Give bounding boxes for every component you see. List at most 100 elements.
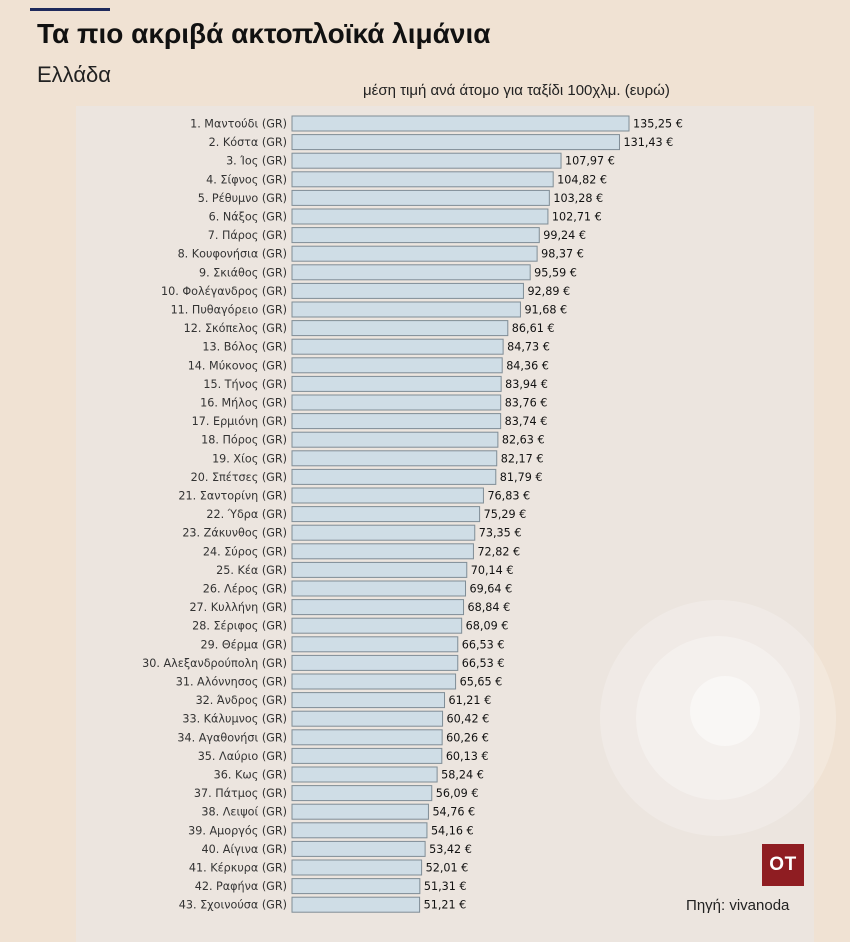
- bar: [291, 692, 446, 709]
- source-note: Πηγή: vivanoda: [686, 897, 790, 914]
- category-label: 16. Μήλος (GR): [200, 397, 287, 410]
- bar: [291, 729, 443, 746]
- value-label: 76,83 €: [487, 490, 530, 503]
- category-label: 24. Σύρος (GR): [203, 545, 287, 558]
- bar: [291, 561, 468, 578]
- bar: [291, 506, 481, 523]
- category-label: 25. Κέα (GR): [216, 564, 287, 577]
- bar: [291, 152, 562, 169]
- value-label: 51,21 €: [424, 899, 467, 912]
- bar: [291, 264, 531, 281]
- value-label: 104,82 €: [557, 173, 607, 186]
- value-label: 60,42 €: [447, 713, 490, 726]
- category-label: 26. Λέρος (GR): [203, 583, 287, 596]
- category-label: 8. Κουφονήσια (GR): [178, 248, 287, 261]
- value-label: 68,09 €: [466, 620, 509, 633]
- value-label: 102,71 €: [552, 211, 602, 224]
- bar: [291, 580, 467, 597]
- value-label: 65,65 €: [460, 676, 503, 689]
- category-label: 7. Πάρος (GR): [208, 229, 287, 242]
- bar: [291, 822, 428, 839]
- value-label: 69,64 €: [470, 583, 513, 596]
- value-label: 84,73 €: [507, 341, 550, 354]
- category-label: 39. Αμοργός (GR): [188, 824, 287, 837]
- bar: [291, 431, 499, 448]
- bar: [291, 617, 463, 634]
- value-label: 83,94 €: [505, 378, 548, 391]
- value-label: 82,63 €: [502, 434, 545, 447]
- measure-label: μέση τιμή ανά άτομο για ταξίδι 100χλμ. (…: [363, 82, 670, 99]
- category-label: 11. Πυθαγόρειο (GR): [171, 304, 287, 317]
- bar: [291, 115, 630, 132]
- bar: [291, 394, 502, 411]
- value-label: 135,25 €: [633, 118, 683, 131]
- bar: [291, 320, 509, 337]
- bar: [291, 803, 429, 820]
- bar: [291, 673, 457, 690]
- category-label: 30. Αλεξανδρούπολη (GR): [142, 657, 287, 670]
- bar: [291, 171, 554, 188]
- bar: [291, 227, 540, 244]
- category-label: 18. Πόρος (GR): [201, 434, 287, 447]
- value-label: 61,21 €: [449, 694, 492, 707]
- bar: [291, 301, 521, 318]
- value-label: 58,24 €: [441, 769, 484, 782]
- category-label: 38. Λειψοί (GR): [201, 806, 287, 819]
- category-label: 31. Αλόννησος (GR): [176, 676, 287, 689]
- ot-logo: OT: [762, 844, 804, 886]
- value-label: 72,82 €: [477, 545, 520, 558]
- value-label: 86,61 €: [512, 322, 555, 335]
- value-label: 84,36 €: [506, 359, 549, 372]
- value-label: 81,79 €: [500, 471, 543, 484]
- value-label: 73,35 €: [479, 527, 522, 540]
- page-subtitle: Ελλάδα: [37, 62, 112, 87]
- value-label: 68,84 €: [468, 601, 511, 614]
- value-label: 107,97 €: [565, 155, 615, 168]
- category-label: 43. Σχοινούσα (GR): [179, 899, 287, 912]
- value-label: 83,74 €: [505, 415, 548, 428]
- value-label: 75,29 €: [484, 508, 527, 521]
- value-label: 54,76 €: [432, 806, 475, 819]
- page-title: Τα πιο ακριβά ακτοπλοϊκά λιμάνια: [37, 18, 491, 49]
- bar: [291, 840, 426, 857]
- bar: [291, 710, 444, 727]
- value-label: 66,53 €: [462, 638, 505, 651]
- category-label: 13. Βόλος (GR): [202, 341, 287, 354]
- bar: [291, 654, 459, 671]
- value-label: 131,43 €: [623, 136, 673, 149]
- value-label: 60,26 €: [446, 731, 489, 744]
- value-label: 51,31 €: [424, 880, 467, 893]
- category-label: 12. Σκόπελος (GR): [184, 322, 287, 335]
- bar: [291, 375, 502, 392]
- value-label: 92,89 €: [527, 285, 570, 298]
- value-label: 91,68 €: [524, 304, 567, 317]
- value-label: 66,53 €: [462, 657, 505, 670]
- value-label: 98,37 €: [541, 248, 584, 261]
- category-label: 32. Άνδρος (GR): [196, 694, 287, 707]
- value-label: 99,24 €: [543, 229, 586, 242]
- value-label: 53,42 €: [429, 843, 472, 856]
- bar: [291, 208, 549, 225]
- bar: [291, 189, 550, 206]
- bar: [291, 468, 497, 485]
- category-label: 15. Τήνος (GR): [203, 378, 287, 391]
- category-label: 5. Ρέθυμνο (GR): [198, 192, 287, 205]
- value-label: 52,01 €: [426, 862, 469, 875]
- category-label: 19. Χίος (GR): [212, 452, 287, 465]
- value-label: 70,14 €: [471, 564, 514, 577]
- category-label: 1. Μαντούδι (GR): [190, 118, 287, 131]
- chart-panel: [76, 106, 814, 942]
- bar: [291, 450, 498, 467]
- category-label: 20. Σπέτσες (GR): [191, 471, 287, 484]
- bar: [291, 747, 443, 764]
- value-label: 54,16 €: [431, 824, 474, 837]
- category-label: 21. Σαντορίνη (GR): [178, 490, 287, 503]
- category-label: 3. Ίος (GR): [226, 155, 287, 168]
- value-label: 83,76 €: [505, 397, 548, 410]
- bar: [291, 413, 502, 430]
- bar: [291, 487, 484, 504]
- category-label: 41. Κέρκυρα (GR): [189, 862, 287, 875]
- accent-line: [30, 8, 110, 11]
- category-label: 23. Ζάκυνθος (GR): [182, 527, 287, 540]
- category-label: 40. Αίγινα (GR): [201, 843, 287, 856]
